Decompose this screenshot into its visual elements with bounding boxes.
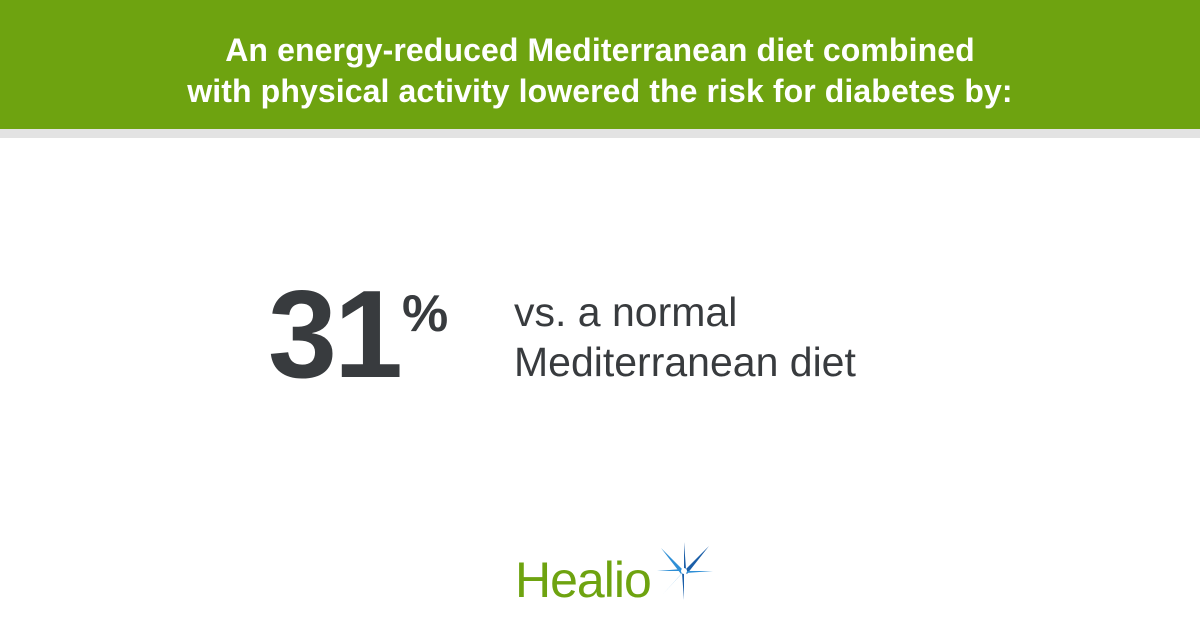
healio-logo: Healio	[515, 540, 725, 610]
stat-value: 31	[268, 266, 403, 404]
comparison-text: vs. a normal Mediterranean diet	[514, 287, 856, 387]
star-icon	[657, 542, 713, 600]
headline-line-2: with physical activity lowered the risk …	[187, 73, 1013, 109]
headline: An energy-reduced Mediterranean diet com…	[0, 30, 1200, 112]
comparison-line-2: Mediterranean diet	[514, 339, 856, 385]
headline-line-1: An energy-reduced Mediterranean diet com…	[225, 32, 975, 68]
comparison-line-1: vs. a normal	[514, 289, 738, 335]
header-divider	[0, 129, 1200, 138]
logo-wordmark: Healio	[515, 552, 652, 608]
stat-unit: %	[402, 285, 449, 343]
header-band	[0, 0, 1200, 129]
